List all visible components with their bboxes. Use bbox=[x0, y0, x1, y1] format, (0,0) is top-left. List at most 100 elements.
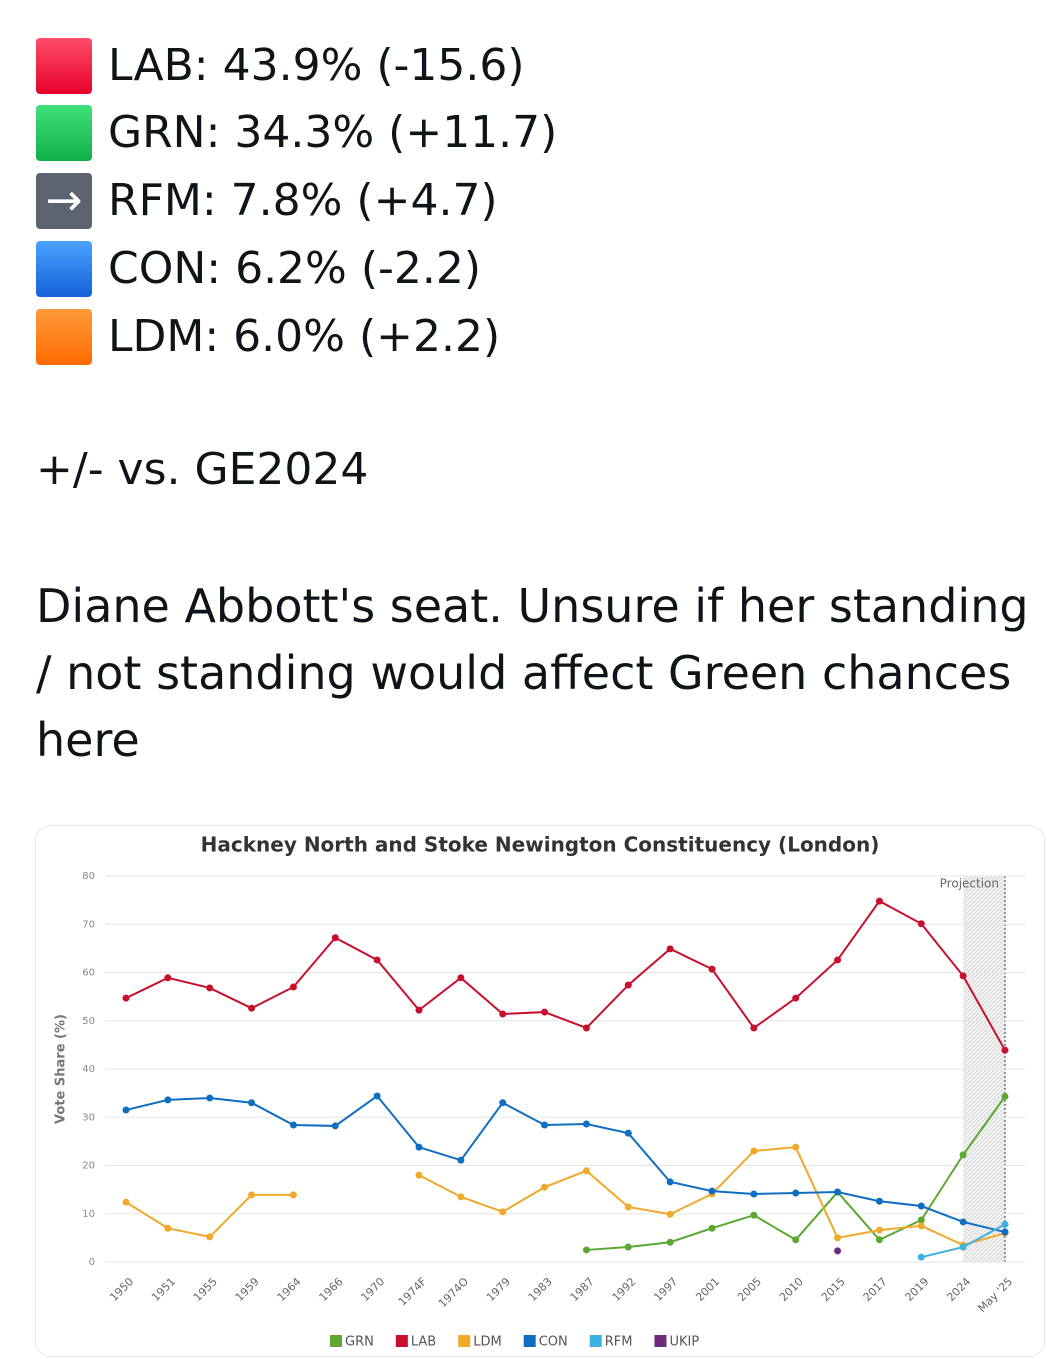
data-point bbox=[248, 1099, 256, 1107]
legend-swatch bbox=[589, 1335, 602, 1347]
data-point bbox=[122, 1198, 130, 1206]
y-tick-label: 70 bbox=[82, 919, 95, 930]
data-point bbox=[1001, 1220, 1009, 1228]
data-point bbox=[499, 1099, 507, 1107]
legend-label: LAB bbox=[411, 1335, 436, 1350]
data-point bbox=[708, 1224, 716, 1232]
data-point bbox=[289, 1191, 297, 1199]
data-point bbox=[541, 1121, 549, 1129]
data-point bbox=[499, 1208, 507, 1216]
series-line bbox=[125, 1193, 294, 1238]
data-point bbox=[164, 974, 172, 982]
legend-label: UKIP bbox=[669, 1335, 699, 1350]
data-point bbox=[917, 1216, 925, 1224]
y-tick-label: 40 bbox=[82, 1064, 95, 1075]
data-point bbox=[750, 1211, 758, 1219]
data-point bbox=[792, 994, 800, 1002]
x-tick-label: 1970 bbox=[358, 1275, 387, 1304]
data-point bbox=[875, 1236, 883, 1244]
result-line: GRN: 34.3% (+11.7) bbox=[108, 107, 558, 158]
y-tick-label: 50 bbox=[82, 1016, 95, 1027]
data-point bbox=[164, 1096, 172, 1104]
chart-card bbox=[35, 825, 1045, 1357]
data-point bbox=[708, 965, 716, 973]
result-line: LAB: 43.9% (-15.6) bbox=[108, 40, 525, 91]
con-square bbox=[36, 241, 92, 297]
data-point bbox=[959, 1243, 967, 1251]
projection-label: Projection bbox=[940, 877, 999, 891]
data-point bbox=[457, 1193, 465, 1201]
data-point bbox=[1001, 1093, 1009, 1101]
data-point bbox=[917, 1222, 925, 1230]
result-line: CON: 6.2% (-2.2) bbox=[108, 243, 482, 294]
data-point bbox=[1001, 1046, 1009, 1054]
result-line: LDM: 6.0% (+2.2) bbox=[108, 311, 501, 362]
legend-label: GRN bbox=[345, 1335, 374, 1350]
x-tick-label: 1974O bbox=[436, 1275, 471, 1310]
data-point bbox=[624, 1203, 632, 1211]
x-tick-label: 1992 bbox=[610, 1275, 639, 1304]
y-axis-label: Vote Share (%) bbox=[54, 1014, 69, 1124]
data-point bbox=[122, 994, 130, 1002]
data-point bbox=[792, 1189, 800, 1197]
data-point bbox=[875, 1226, 883, 1234]
data-point bbox=[917, 1202, 925, 1210]
data-point bbox=[750, 1190, 758, 1198]
y-tick-label: 0 bbox=[89, 1257, 95, 1268]
y-tick-label: 20 bbox=[82, 1161, 95, 1172]
data-point bbox=[624, 1129, 632, 1137]
lab-square bbox=[36, 38, 92, 94]
data-point bbox=[415, 1006, 423, 1014]
x-tick-label: 2017 bbox=[861, 1275, 890, 1304]
data-point bbox=[834, 1247, 842, 1255]
legend-swatch bbox=[458, 1335, 471, 1347]
x-tick-label: 1979 bbox=[484, 1275, 513, 1304]
series-line bbox=[125, 1094, 1006, 1234]
data-point bbox=[582, 1024, 590, 1032]
data-point bbox=[457, 1156, 465, 1164]
y-tick-label: 30 bbox=[82, 1112, 95, 1123]
data-point bbox=[164, 1224, 172, 1232]
data-point bbox=[331, 934, 339, 942]
data-point bbox=[248, 1004, 256, 1012]
series-line bbox=[586, 1095, 1006, 1251]
legend-swatch bbox=[395, 1335, 408, 1347]
data-point bbox=[666, 1210, 674, 1218]
data-point bbox=[289, 1121, 297, 1129]
x-tick-label: 2010 bbox=[777, 1275, 806, 1304]
data-point bbox=[457, 974, 465, 982]
x-tick-label: 1951 bbox=[149, 1275, 178, 1304]
data-point bbox=[959, 1151, 967, 1159]
data-point bbox=[541, 1183, 549, 1191]
data-point bbox=[666, 945, 674, 953]
data-point bbox=[122, 1106, 130, 1114]
data-point bbox=[959, 972, 967, 980]
note: +/- vs. GE2024 bbox=[36, 444, 369, 495]
data-point bbox=[834, 1188, 842, 1196]
y-tick-label: 60 bbox=[82, 968, 95, 979]
x-tick-label: 1955 bbox=[191, 1275, 220, 1304]
data-point bbox=[917, 1253, 925, 1261]
data-point bbox=[582, 1246, 590, 1254]
post-body: Diane Abbott's seat. Unsure if her stand… bbox=[36, 579, 1029, 767]
data-point bbox=[415, 1143, 423, 1151]
x-tick-label: 1959 bbox=[233, 1275, 262, 1304]
x-tick-label: May '25 bbox=[975, 1275, 1015, 1315]
data-point bbox=[750, 1024, 758, 1032]
data-point bbox=[750, 1147, 758, 1155]
chart-title: Hackney North and Stoke Newington Consti… bbox=[201, 833, 880, 857]
x-tick-label: 1950 bbox=[107, 1275, 136, 1304]
data-point bbox=[666, 1178, 674, 1186]
data-point bbox=[582, 1120, 590, 1128]
data-point bbox=[624, 981, 632, 989]
x-tick-label: 2005 bbox=[735, 1275, 764, 1304]
data-point bbox=[541, 1008, 549, 1016]
data-point bbox=[582, 1167, 590, 1175]
legend-label: LDM bbox=[473, 1335, 501, 1350]
data-point bbox=[206, 1233, 214, 1241]
data-point bbox=[834, 1234, 842, 1242]
data-point bbox=[792, 1236, 800, 1244]
x-tick-label: 2001 bbox=[693, 1275, 722, 1304]
